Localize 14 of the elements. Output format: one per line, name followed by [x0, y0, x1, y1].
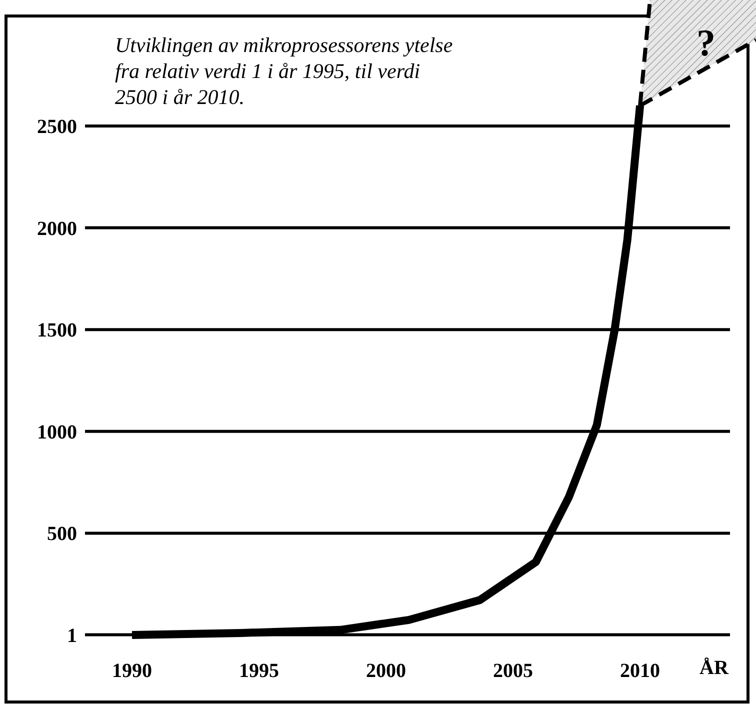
- x-tick-label: 1990: [112, 660, 152, 682]
- annotation: ?: [696, 22, 716, 65]
- x-axis-title: ÅR: [700, 657, 729, 679]
- y-tick-label: 500: [47, 523, 77, 546]
- y-tick-label: 2000: [37, 218, 77, 240]
- x-tick-label: 1995: [239, 660, 280, 682]
- text: Utviklingen av mikroprosessorens ytelse fra relativ verdi 1 i år 1995, til verdi 2500 i år 2010.: [115, 33, 453, 109]
- y-tick-label: 1: [67, 624, 77, 647]
- x-tick-label: 2010: [620, 660, 660, 682]
- y-tick-label: 1000: [37, 421, 77, 444]
- y-tick-label: 2500: [37, 116, 77, 138]
- x-tick-label: 2000: [366, 660, 406, 682]
- x-tick-label: 2005: [493, 660, 534, 682]
- y-tick-label: 1500: [37, 320, 77, 342]
